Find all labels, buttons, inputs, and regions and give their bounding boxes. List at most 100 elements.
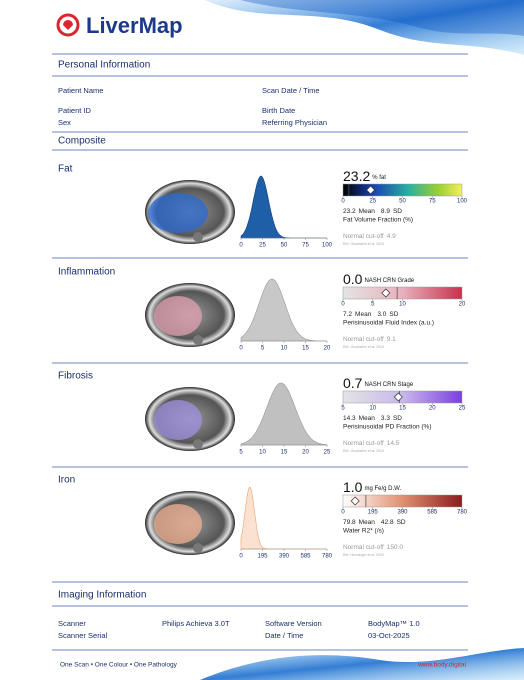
metric-name: Perisinusoidal Fluid Index (a.u.): [343, 320, 434, 327]
sd-value: 8.9: [381, 208, 390, 215]
result-value: 23.2% fat: [343, 168, 386, 184]
cutoff-value: 4.9: [387, 233, 396, 240]
histogram-tick-label: 25: [259, 243, 266, 249]
result-unit: NASH CRN Grade: [364, 278, 414, 284]
scale-bar: [342, 494, 463, 508]
result-unit: % fat: [372, 175, 386, 181]
mean-label: Mean: [355, 311, 372, 318]
field-label: Patient ID: [58, 106, 92, 115]
metric-name: Fat Volume Fraction (%): [343, 217, 413, 224]
scale-tick-label: 75: [429, 199, 436, 205]
scale-tick-label: 390: [397, 510, 408, 516]
field-label: Referring Physician: [262, 118, 327, 127]
scale-tick-label: 0: [341, 510, 345, 516]
panel-title: Fibrosis: [58, 371, 93, 382]
mean-value: 23.2: [343, 208, 356, 215]
histogram-tick-label: 5: [261, 346, 265, 352]
scale-tick-label: 5: [341, 406, 345, 412]
scan-overlay: [154, 400, 202, 440]
mean-label: Mean: [359, 519, 376, 526]
cutoff-label: Normal cut-off: [343, 336, 384, 343]
cutoff-value: 150.0: [387, 544, 404, 551]
scan-spine: [193, 335, 203, 345]
scale-tick-label: 20: [459, 302, 466, 308]
mean-sd: 23.2 Mean 8.9 SD: [343, 208, 402, 215]
histogram-tick-label: 10: [259, 450, 266, 456]
scale-tick-label: 20: [429, 406, 436, 412]
mean-marker: [393, 392, 403, 402]
histogram-tick-label: 585: [300, 554, 311, 560]
result-value: 0.7 NASH CRN Stage: [343, 375, 414, 391]
mean-marker: [350, 496, 360, 506]
scan-spine: [193, 232, 203, 242]
result-number: 23.2: [343, 168, 370, 184]
mean-sd: 7.2 Mean 3.0 SD: [343, 311, 399, 318]
section-heading: Composite: [58, 136, 106, 147]
histogram-tick-label: 0: [239, 243, 243, 249]
panel-title: Iron: [58, 475, 75, 486]
field-label: Sex: [58, 118, 71, 127]
header-wave: [240, 0, 524, 36]
metric-name: Water R2* (/s): [343, 528, 384, 535]
field-label: Software Version: [265, 619, 322, 628]
scale-bar: [342, 183, 463, 197]
result-unit: mg Fe/g D.W.: [364, 486, 401, 492]
reference: Ref. Gluckstein et al. 2024: [343, 345, 384, 349]
footer-wave: [200, 648, 524, 680]
scale-tick-label: 195: [368, 510, 379, 516]
mean-label: Mean: [359, 415, 376, 422]
reference: Ref. Gluckstein et al. 2024: [343, 242, 384, 246]
result-number: 1.0: [343, 479, 363, 495]
scale-tick-label: 15: [399, 406, 406, 412]
result-number: 0.0: [343, 271, 363, 287]
field-label: Patient Name: [58, 86, 103, 95]
field-label: Scanner: [58, 619, 86, 628]
section-heading: Personal Information: [58, 60, 150, 71]
sd-value: 42.8: [381, 519, 394, 526]
scale-tick-label: 0: [341, 199, 345, 205]
histogram-tick-label: 25: [324, 450, 331, 456]
mean-value: 79.8: [343, 519, 356, 526]
histogram-tick-label: 5: [239, 450, 243, 456]
cutoff-value: 14.5: [387, 440, 400, 447]
scale-tick-label: 585: [427, 510, 438, 516]
panel-title: Inflammation: [58, 267, 115, 278]
cutoff-label: Normal cut-off: [343, 544, 384, 551]
result-number: 0.7: [343, 375, 363, 391]
mean-value: 14.3: [343, 415, 356, 422]
scale-tick-label: 0: [341, 302, 345, 308]
cutoff-text: Normal cut-off 14.5: [343, 440, 400, 447]
scale-tick-label: 25: [369, 199, 376, 205]
sd-value: 3.3: [381, 415, 390, 422]
histogram: [240, 278, 327, 342]
scan-spine: [193, 439, 203, 449]
sd-label: SD: [393, 415, 402, 422]
sd-value: 3.0: [377, 311, 386, 318]
cutoff-value: 9.1: [387, 336, 396, 343]
field-value: BodyMap™ 1.0: [368, 619, 420, 628]
cutoff-text: Normal cut-off 4.9: [343, 233, 396, 240]
result-value: 0.0 NASH CRN Grade: [343, 271, 415, 287]
scale-tick-label: 5: [371, 302, 375, 308]
mean-value: 7.2: [343, 311, 352, 318]
scale-bar: [342, 286, 463, 300]
histogram-tick-label: 390: [279, 554, 290, 560]
logo-icon: [56, 13, 80, 37]
sd-label: SD: [389, 311, 398, 318]
footer-tagline: One Scan • One Colour • One Pathology: [60, 662, 178, 669]
cutoff-text: Normal cut-off 150.0: [343, 544, 403, 551]
histogram-tick-label: 20: [324, 346, 331, 352]
sd-label: SD: [393, 208, 402, 215]
histogram-tick-label: 0: [239, 554, 243, 560]
cutoff-text: Normal cut-off 9.1: [343, 336, 396, 343]
field-label: Date / Time: [265, 631, 303, 640]
mean-sd: 79.8 Mean 42.8 SD: [343, 519, 406, 526]
reference: Ref. Henninger et al. 2020: [343, 553, 384, 557]
histogram-tick-label: 20: [302, 450, 309, 456]
scale-tick-label: 780: [457, 510, 468, 516]
cutoff-label: Normal cut-off: [343, 440, 384, 447]
scale-tick-label: 10: [399, 302, 406, 308]
histogram-tick-label: 15: [281, 450, 288, 456]
mean-sd: 14.3 Mean 3.3 SD: [343, 415, 402, 422]
